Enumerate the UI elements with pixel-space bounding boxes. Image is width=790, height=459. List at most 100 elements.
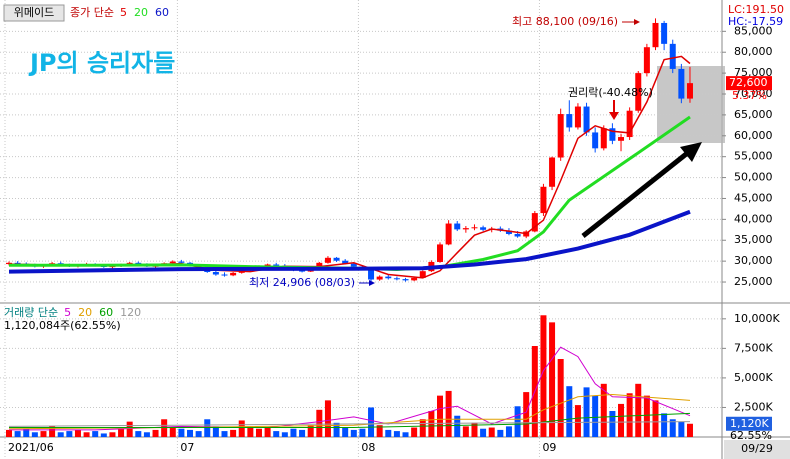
volume-bar [307,425,314,437]
volume-bar [299,429,306,437]
y-tick-label: 40,000 [734,212,773,225]
price-box [726,76,772,91]
volume-bar [255,428,262,437]
volume-bar [23,428,30,437]
volume-bar [437,395,443,437]
volume-bar [583,387,590,437]
volume-tick-label: 10,000K [734,312,780,325]
candle-body [221,274,228,276]
volume-bar [626,393,633,437]
volume-tick-label: 5,000K [734,371,773,384]
candle-body [480,227,487,230]
volume-bar [187,429,194,437]
candle-body [350,263,357,267]
candle-body [14,262,21,264]
volume-bar [592,395,599,437]
y-tick-label: 65,000 [734,108,773,121]
volume-bar [350,429,357,437]
volume-bar [652,400,659,437]
candle-body [419,271,426,278]
legend-entry: 60 [99,306,113,319]
candle-body [316,262,323,268]
volume-bar [505,426,512,437]
x-tick-label: 08 [361,441,375,454]
volume-bar [480,428,487,437]
candle-body [178,261,185,263]
y-tick-label: 80,000 [734,45,773,58]
y-tick-label: 50,000 [734,171,773,184]
candle-body [661,22,668,44]
volume-ma-line [8,421,691,427]
volume-bar [83,432,90,437]
volume-bar [333,422,340,437]
volume-bar [514,406,521,437]
volume-bar [57,432,64,437]
candle-body [652,22,659,48]
legend-entry: 20 [134,6,148,19]
y-tick-label: 85,000 [734,24,773,37]
volume-ratio: 62.55% [730,429,772,442]
candle-body [540,186,547,214]
volume-bar [419,419,426,437]
candle-body [626,110,633,138]
candle-body [549,157,556,187]
candle-body [686,83,693,99]
volume-bar [445,390,452,437]
candle-body [299,270,306,272]
candle-body [368,269,375,280]
volume-bar [540,315,547,437]
note-arrow-head [634,19,640,25]
volume-bar [523,392,530,437]
volume-bar [118,428,125,437]
note-arrow-head [369,280,375,286]
stock-name-box[interactable] [3,4,65,22]
volume-bar [428,411,435,437]
volume-bar [178,428,185,437]
volume-bar [574,405,581,437]
candle-body [678,68,685,99]
volume-bar [31,432,38,437]
current-date: 09/29 [741,442,773,455]
x-tick-label: 07 [180,441,194,454]
volume-bar [281,432,288,437]
legend-entry: 5 [64,306,71,319]
candle-body [505,230,512,234]
y-tick-label: 60,000 [734,129,773,142]
volume-bar [264,427,271,437]
volume-bar [135,431,142,437]
volume-legend: 거래량 단순 [4,306,58,319]
volume-bar [393,431,400,437]
volume-bar [66,431,73,437]
current-price: 72,600 [729,76,768,89]
volume-bar [238,420,245,437]
volume-bar [566,386,573,437]
volume-bar [221,431,228,437]
y-tick-label: 25,000 [734,275,773,288]
volume-tick-label: 7,500K [734,341,773,354]
highlight-box [657,66,725,143]
volume-bar [74,429,81,437]
legend-entry: 20 [78,306,92,319]
marks [0,0,722,459]
y-tick-label: 30,000 [734,254,773,267]
stock-name: 위메이드 [14,6,54,19]
volume-bar [471,422,478,437]
candle-body [6,262,12,265]
ma-line [8,209,691,274]
rights-note: 권리락(-40.48%) [568,86,653,99]
current-volume: 1,120K [730,417,769,430]
volume-bar [686,423,693,437]
volume-bar [247,426,254,437]
volume-bar [635,383,642,437]
annotation-title: JP의 승리자들 [28,49,175,77]
volume-bar [402,432,409,437]
candle-body [393,278,400,280]
volume-bar [497,429,504,437]
legend-entry: 5 [120,6,127,19]
high-note: 최고 88,100 (09/16) [512,15,618,28]
volume-bar [316,409,323,437]
volume-bar [643,395,650,437]
candle-body [402,279,409,281]
volume-bar [40,431,47,437]
